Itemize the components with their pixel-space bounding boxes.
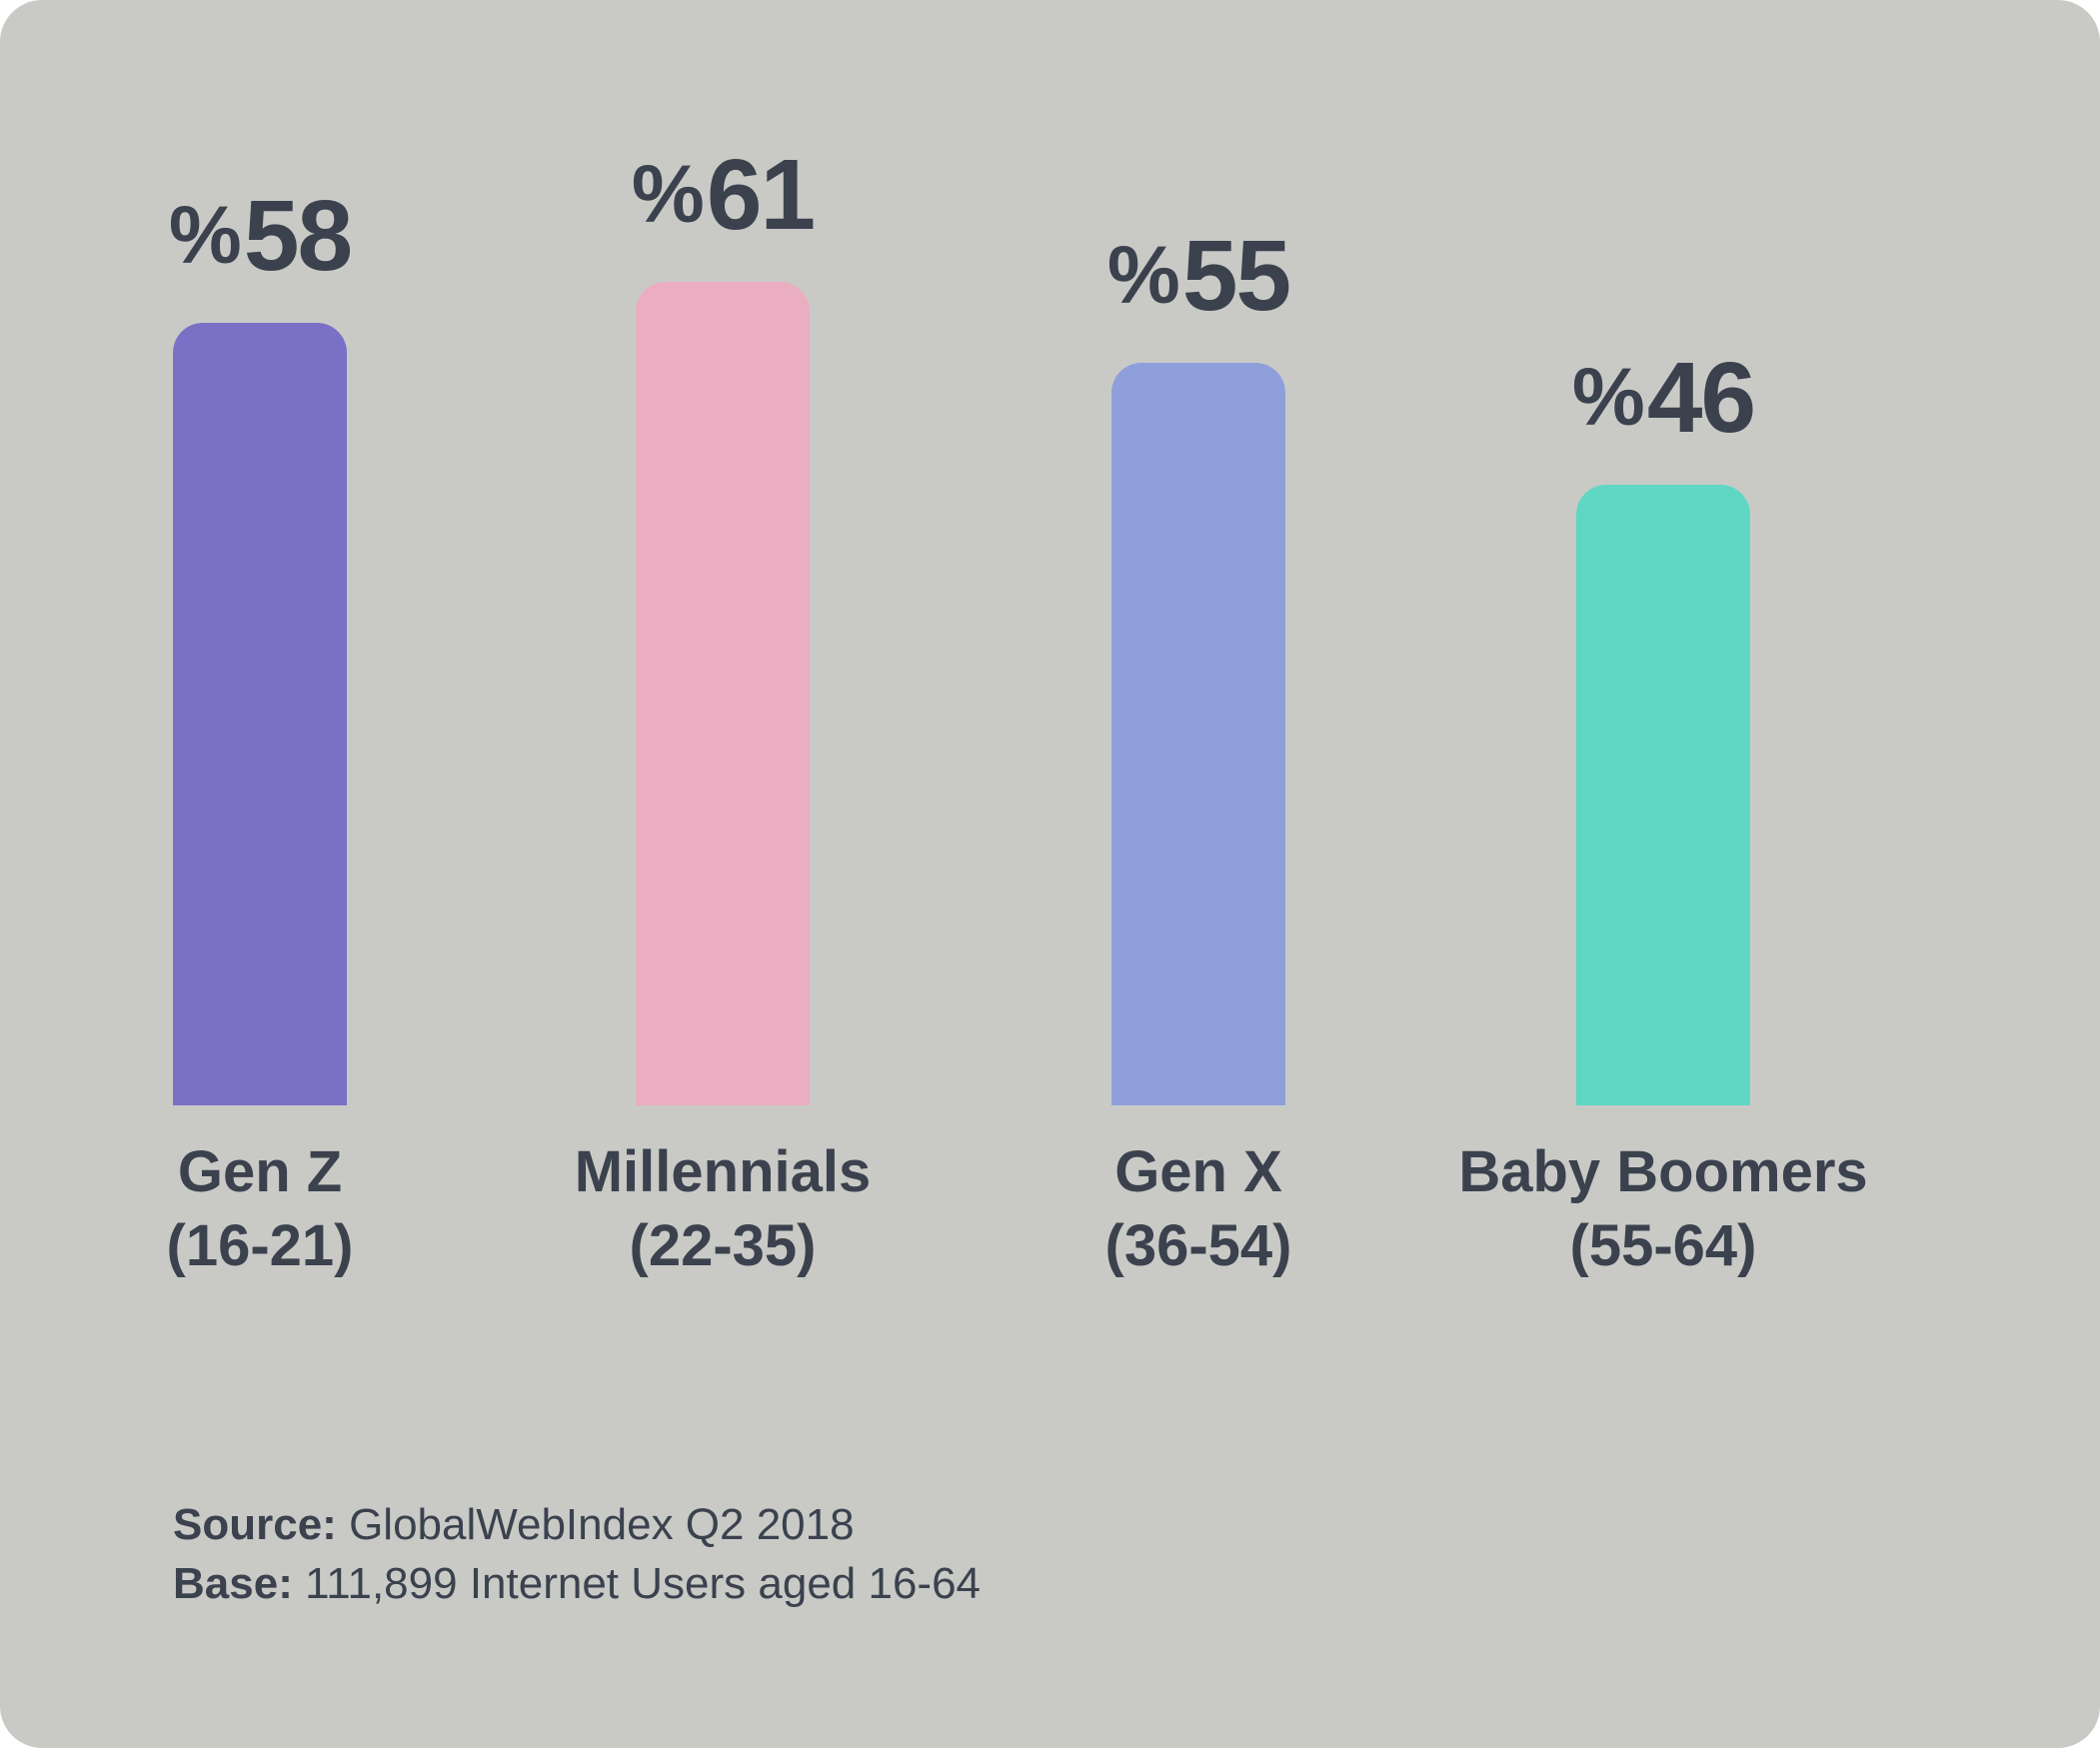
value-label-millennials: %61 (423, 145, 1023, 252)
category-name: Millennials (574, 1139, 872, 1204)
category-label-baby-boomers: Baby Boomers (55-64) (1363, 1135, 1963, 1283)
category-label-gen-z: Gen Z (16-21) (0, 1135, 560, 1283)
category-label-millennials: Millennials (22-35) (423, 1135, 1023, 1283)
category-age-range: (22-35) (629, 1213, 817, 1278)
bar-gen-z (173, 323, 347, 1105)
source-footer: Source: GlobalWebIndex Q2 2018 Base: 111… (173, 1495, 981, 1613)
source-label: Source: (173, 1500, 337, 1549)
value-number: 58 (243, 180, 353, 292)
base-line: Base: 111,899 Internet Users aged 16-64 (173, 1554, 981, 1613)
value-label-gen-x: %55 (899, 226, 1498, 333)
percent-sign: % (168, 189, 242, 281)
value-number: 61 (706, 139, 816, 251)
category-name: Baby Boomers (1458, 1139, 1868, 1204)
value-label-baby-boomers: %46 (1363, 348, 1963, 455)
percent-sign: % (1106, 229, 1180, 321)
category-label-gen-x: Gen X (36-54) (899, 1135, 1498, 1283)
category-age-range: (55-64) (1569, 1213, 1757, 1278)
percent-sign: % (1571, 351, 1645, 443)
value-number: 46 (1646, 342, 1756, 454)
source-line: Source: GlobalWebIndex Q2 2018 (173, 1495, 981, 1554)
bar-baby-boomers (1576, 485, 1750, 1105)
bar-group-millennials: %61 Millennials (22-35) (423, 0, 1023, 1748)
source-value: GlobalWebIndex Q2 2018 (349, 1500, 855, 1549)
bar-millennials (636, 282, 810, 1105)
base-value: 111,899 Internet Users aged 16-64 (305, 1559, 982, 1608)
category-age-range: (36-54) (1104, 1213, 1292, 1278)
category-age-range: (16-21) (166, 1213, 354, 1278)
bar-gen-x (1111, 363, 1285, 1105)
bar-group-baby-boomers: %46 Baby Boomers (55-64) (1363, 0, 1963, 1748)
base-label: Base: (173, 1559, 293, 1608)
bar-group-gen-z: %58 Gen Z (16-21) (0, 0, 560, 1748)
value-label-gen-z: %58 (0, 186, 560, 293)
category-name: Gen Z (177, 1139, 343, 1204)
value-number: 55 (1181, 220, 1291, 332)
category-name: Gen X (1114, 1139, 1282, 1204)
percent-sign: % (631, 148, 705, 240)
bar-group-gen-x: %55 Gen X (36-54) (899, 0, 1498, 1748)
